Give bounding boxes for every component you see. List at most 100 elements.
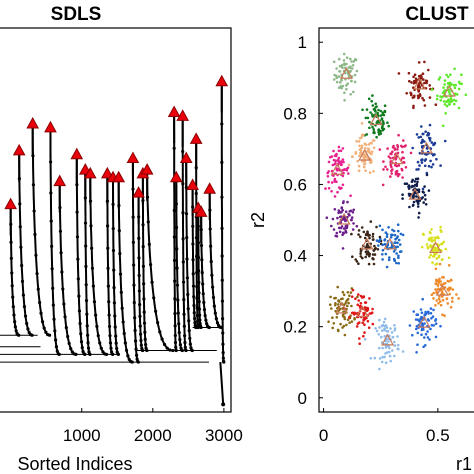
- clust-point: [434, 335, 438, 339]
- clust-point: [336, 303, 340, 306]
- clust-point: [451, 300, 454, 303]
- clust-point: [422, 191, 426, 194]
- clust-point: [445, 73, 448, 77]
- clust-point: [346, 298, 349, 302]
- clust-point: [433, 252, 437, 256]
- clust-point: [386, 246, 389, 249]
- sdls-point: [209, 244, 213, 248]
- sdls-point: [18, 202, 22, 206]
- clust-point: [416, 160, 420, 164]
- clust-point: [413, 180, 417, 183]
- clust-point: [434, 288, 437, 291]
- clust-point: [335, 235, 339, 238]
- clust-point: [426, 318, 430, 321]
- clust-point: [401, 193, 404, 196]
- clust-point: [416, 331, 420, 335]
- clust-point: [457, 297, 460, 300]
- clust-point: [434, 318, 438, 321]
- clust-point: [352, 90, 355, 94]
- clust-point: [349, 291, 353, 294]
- clust-point: [407, 187, 411, 190]
- clust-point: [444, 247, 448, 251]
- clust-point: [358, 304, 362, 308]
- sdls-point: [143, 337, 147, 341]
- sdls-point: [192, 311, 196, 315]
- sdls-point: [187, 319, 191, 323]
- clust-point: [346, 166, 350, 170]
- sdls-point: [172, 235, 177, 239]
- clust-point: [350, 232, 353, 236]
- clust-point: [377, 333, 381, 336]
- clust-point: [370, 141, 373, 145]
- clust-center-marker: [419, 141, 433, 154]
- clust-point: [344, 224, 348, 228]
- clust-point: [355, 260, 359, 263]
- sdls-point: [171, 348, 175, 353]
- sdls-point: [51, 286, 55, 290]
- sdls-point: [138, 332, 143, 336]
- sdls-x-axis-label: Sorted Indices: [17, 454, 132, 474]
- sdls-point: [132, 283, 136, 287]
- sdls-point: [106, 284, 110, 288]
- clust-point: [337, 226, 341, 230]
- clust-point: [367, 97, 371, 101]
- sdls-point: [92, 300, 97, 304]
- clust-point: [393, 329, 397, 332]
- clust-point: [356, 160, 359, 163]
- clust-point: [337, 156, 341, 160]
- clust-point: [395, 252, 398, 255]
- sdls-point: [191, 224, 195, 228]
- sdls-point: [54, 345, 59, 349]
- clust-point: [337, 162, 340, 165]
- clust-point: [393, 148, 397, 151]
- clust-point: [339, 187, 342, 190]
- sdls-axes-box: [0, 27, 232, 413]
- clust-point: [331, 316, 334, 320]
- clust-point: [341, 314, 345, 318]
- clust-point: [336, 216, 339, 220]
- sdls-point: [131, 240, 135, 244]
- sdls-point: [202, 300, 206, 305]
- clust-point: [412, 196, 415, 199]
- clust-point: [360, 296, 364, 299]
- clust-point: [453, 67, 456, 71]
- sdls-point: [142, 282, 146, 286]
- clust-point: [379, 114, 383, 117]
- sdls-point: [142, 297, 146, 301]
- sdls-point: [142, 321, 147, 325]
- sdls-peak-marker: [194, 205, 208, 217]
- clust-point: [397, 133, 400, 137]
- sdls-point: [50, 244, 54, 248]
- sdls-point: [39, 311, 43, 315]
- clust-point: [384, 352, 387, 355]
- clust-point: [355, 325, 359, 328]
- clust-point: [363, 317, 367, 321]
- clust-point: [451, 288, 455, 291]
- clust-point: [418, 164, 421, 167]
- clust-point: [418, 319, 421, 323]
- clust-point: [439, 164, 442, 167]
- sdls-point: [143, 330, 147, 334]
- clust-point: [416, 188, 419, 192]
- sdls-point: [26, 327, 30, 331]
- sdls-point: [114, 334, 118, 338]
- sdls-point: [138, 302, 142, 307]
- sdls-point: [210, 273, 214, 277]
- clust-point: [441, 124, 445, 128]
- sdls-point: [181, 149, 185, 154]
- clust-point: [359, 255, 363, 258]
- sdls-point: [195, 296, 199, 300]
- clust-point: [379, 109, 383, 113]
- clust-point: [425, 243, 429, 246]
- clust-point: [380, 335, 383, 339]
- clust-point: [436, 94, 439, 98]
- clust-point: [348, 210, 352, 213]
- clust-point: [420, 245, 424, 249]
- clust-point: [375, 225, 378, 229]
- sdls-point: [40, 320, 45, 324]
- clust-point: [353, 80, 357, 84]
- clust-point: [439, 303, 443, 307]
- sdls-point: [86, 333, 90, 337]
- clust-point: [396, 347, 400, 351]
- clust-point: [437, 254, 441, 258]
